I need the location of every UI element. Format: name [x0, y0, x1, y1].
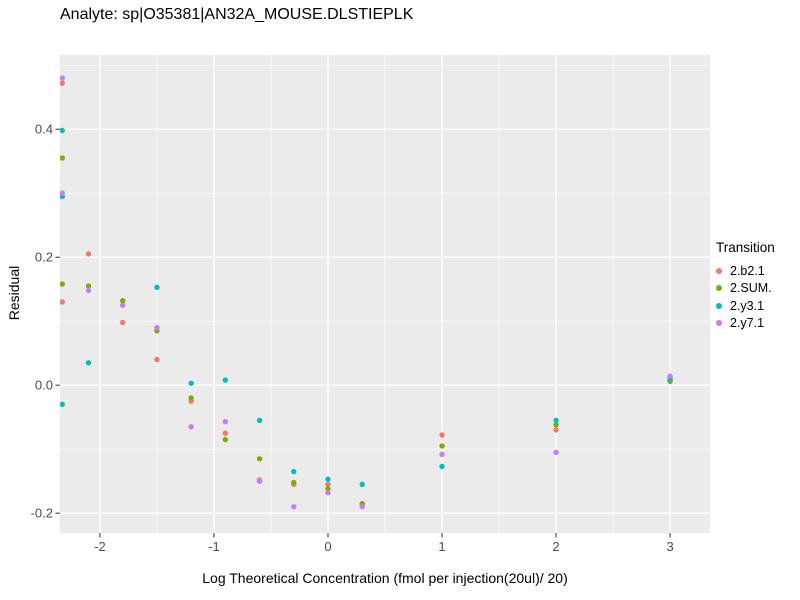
- y-tick-label: 0.4: [35, 122, 53, 137]
- legend-items: 2.b2.1 2.SUM. 2.y3.1 2.y7.1: [716, 262, 775, 332]
- data-point: [154, 324, 160, 331]
- data-point: [120, 298, 126, 304]
- data-point: [439, 451, 445, 457]
- data-point: [439, 463, 445, 470]
- data-point: [325, 489, 331, 496]
- data-point: [120, 319, 126, 326]
- legend-item: 2.b2.1: [716, 262, 775, 280]
- data-point: [60, 127, 65, 134]
- y-tick-label: 0.0: [35, 378, 53, 393]
- legend-item-label: 2.y3.1: [730, 298, 765, 313]
- data-point: [359, 504, 365, 510]
- legend-key-dot-icon: [716, 302, 722, 309]
- data-point: [222, 436, 229, 443]
- legend-key-dot-icon: [716, 267, 722, 274]
- data-point: [553, 417, 559, 424]
- data-point: [222, 377, 229, 383]
- x-tick-label: 2: [552, 539, 559, 554]
- data-point: [120, 302, 126, 308]
- data-point: [256, 456, 263, 462]
- data-point: [325, 486, 331, 492]
- x-tick-label: 1: [438, 539, 445, 554]
- legend-item-label: 2.b2.1: [730, 263, 765, 278]
- data-point: [256, 478, 263, 484]
- data-point: [291, 479, 297, 486]
- x-tick-label: -2: [94, 539, 106, 554]
- data-point: [553, 449, 559, 456]
- data-point: [60, 155, 65, 161]
- data-point: [667, 373, 673, 379]
- data-point: [325, 481, 331, 488]
- legend: Transition 2.b2.1 2.SUM. 2.y3.1 2.y7.1: [716, 240, 775, 332]
- data-point: [60, 401, 65, 408]
- data-point: [60, 299, 65, 305]
- data-point: [188, 424, 194, 430]
- data-point: [553, 427, 559, 433]
- legend-item: 2.SUM.: [716, 280, 775, 298]
- data-point: [439, 432, 445, 438]
- data-point: [188, 380, 194, 386]
- data-point: [553, 422, 559, 428]
- data-point: [359, 481, 365, 488]
- data-point: [60, 75, 65, 81]
- data-point: [325, 476, 331, 482]
- legend-key-dot-icon: [716, 285, 722, 292]
- data-point: [85, 360, 92, 366]
- data-point: [188, 395, 194, 401]
- legend-key-dot-icon: [716, 320, 722, 327]
- legend-item-label: 2.y7.1: [730, 316, 765, 331]
- y-tick-label: -0.2: [31, 506, 53, 521]
- data-point: [85, 287, 92, 294]
- data-point: [256, 417, 263, 424]
- data-point: [291, 504, 297, 510]
- data-point: [85, 283, 92, 289]
- x-tick-label: 0: [324, 539, 331, 554]
- legend-title: Transition: [716, 240, 775, 255]
- data-point: [60, 80, 65, 86]
- legend-item-label: 2.SUM.: [730, 281, 772, 296]
- y-tick-label: 0.2: [35, 250, 53, 265]
- data-point: [222, 418, 229, 425]
- data-point: [291, 468, 297, 475]
- x-tick-label: 3: [666, 539, 673, 554]
- data-point: [439, 443, 445, 449]
- data-point: [154, 356, 160, 363]
- data-point: [60, 190, 65, 196]
- x-tick-label: -1: [208, 539, 220, 554]
- legend-item: 2.y7.1: [716, 315, 775, 333]
- plot-title: Analyte: sp|O35381|AN32A_MOUSE.DLSTIEPLK: [60, 6, 414, 23]
- data-point: [60, 281, 65, 287]
- data-point: [222, 430, 229, 436]
- data-point: [154, 284, 160, 290]
- data-point: [85, 251, 92, 257]
- x-axis-label: Log Theoretical Concentration (fmol per …: [202, 570, 568, 586]
- legend-item: 2.y3.1: [716, 297, 775, 315]
